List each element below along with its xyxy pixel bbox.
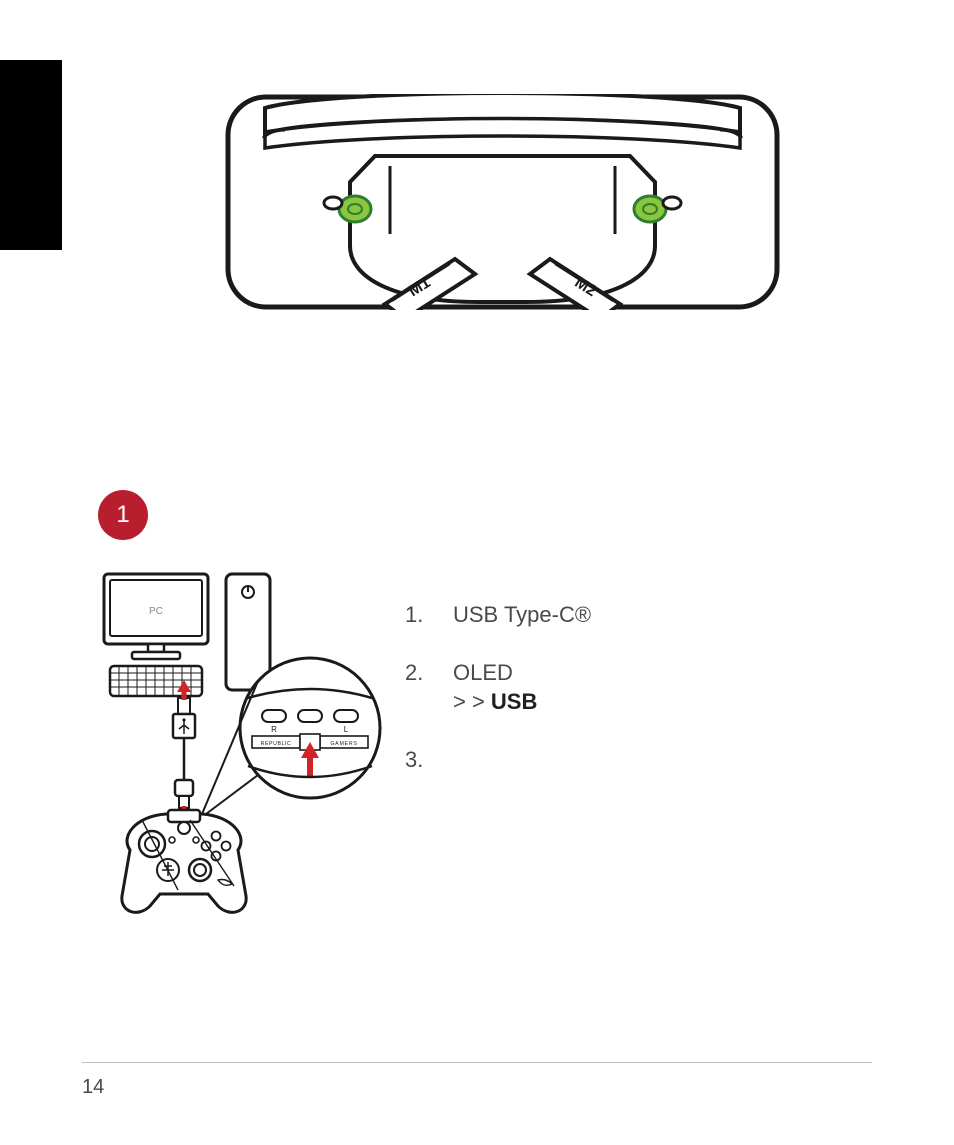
page-number: 14 xyxy=(82,1076,104,1099)
step-1-badge: 1 xyxy=(98,490,148,540)
pc-tower-icon xyxy=(226,574,270,690)
instruction-3-text xyxy=(453,745,855,775)
port-r-label: R xyxy=(271,725,277,734)
banner-left: REPUBLIC xyxy=(261,741,292,747)
instruction-2-number: 2. xyxy=(405,658,453,717)
instruction-2-text: OLED > > USB xyxy=(453,658,855,717)
side-tab xyxy=(0,60,62,250)
instruction-1-number: 1. xyxy=(405,600,453,630)
instruction-3-number: 3. xyxy=(405,745,453,775)
manual-page: M1 M2 1 PC xyxy=(0,0,954,1145)
controller-rear-svg: M1 M2 xyxy=(225,94,780,310)
controller-front-icon xyxy=(122,810,246,912)
step-1-number: 1 xyxy=(116,501,129,529)
figure-connection-diagram: PC xyxy=(98,570,388,920)
instruction-1-text: USB Type-C® xyxy=(453,600,855,630)
instruction-list: 1. USB Type-C® 2. OLED > > USB 3. xyxy=(405,600,855,803)
port-l-label: L xyxy=(344,725,349,734)
footer-rule xyxy=(82,1062,872,1063)
instruction-2-breadcrumbs: > > xyxy=(453,689,491,714)
instruction-2-line1: OLED xyxy=(453,660,513,685)
instruction-item-3: 3. xyxy=(405,745,855,775)
pc-label: PC xyxy=(149,606,163,617)
instruction-item-2: 2. OLED > > USB xyxy=(405,658,855,717)
figure-controller-rear: M1 M2 xyxy=(225,94,780,310)
connection-diagram-svg: PC xyxy=(98,570,388,920)
pc-monitor-icon: PC xyxy=(104,574,208,659)
instruction-2-usb: USB xyxy=(491,689,537,714)
banner-right: GAMERS xyxy=(330,741,357,747)
instruction-item-1: 1. USB Type-C® xyxy=(405,600,855,630)
